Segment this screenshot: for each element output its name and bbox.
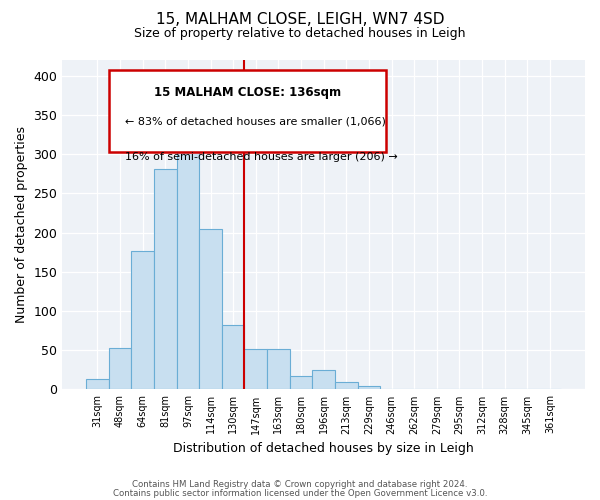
Bar	[176, 142, 199, 390]
Bar	[109, 348, 131, 390]
Text: ← 83% of detached houses are smaller (1,066): ← 83% of detached houses are smaller (1,…	[125, 116, 386, 126]
Bar	[154, 169, 176, 390]
Y-axis label: Number of detached properties: Number of detached properties	[15, 126, 28, 323]
Bar	[222, 325, 244, 390]
Bar	[313, 370, 335, 390]
Bar	[425, 388, 448, 390]
X-axis label: Distribution of detached houses by size in Leigh: Distribution of detached houses by size …	[173, 442, 474, 455]
Bar	[358, 386, 380, 390]
Bar	[267, 350, 290, 390]
Text: 15, MALHAM CLOSE, LEIGH, WN7 4SD: 15, MALHAM CLOSE, LEIGH, WN7 4SD	[156, 12, 444, 28]
Bar	[244, 350, 267, 390]
Text: Contains HM Land Registry data © Crown copyright and database right 2024.: Contains HM Land Registry data © Crown c…	[132, 480, 468, 489]
Bar	[199, 230, 222, 390]
Text: 15 MALHAM CLOSE: 136sqm: 15 MALHAM CLOSE: 136sqm	[154, 86, 341, 100]
Bar	[290, 376, 313, 390]
Bar	[131, 250, 154, 390]
Bar	[335, 382, 358, 390]
Text: Contains public sector information licensed under the Open Government Licence v3: Contains public sector information licen…	[113, 490, 487, 498]
Text: Size of property relative to detached houses in Leigh: Size of property relative to detached ho…	[134, 28, 466, 40]
Bar	[403, 388, 425, 390]
Bar	[380, 388, 403, 390]
Bar	[109, 70, 386, 152]
Bar	[86, 379, 109, 390]
Text: 16% of semi-detached houses are larger (206) →: 16% of semi-detached houses are larger (…	[125, 152, 398, 162]
